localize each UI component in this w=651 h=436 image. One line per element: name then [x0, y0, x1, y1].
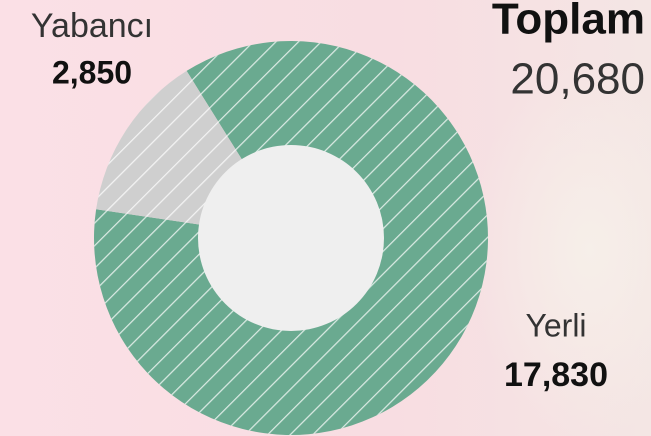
background-blob: [470, 60, 651, 436]
donut-hole: [198, 145, 384, 331]
total-value: 20,680: [510, 55, 645, 104]
category-label: Yerli: [525, 307, 586, 343]
chart-title: Toplam: [492, 0, 645, 44]
value-label: 17,830: [504, 356, 608, 394]
value-label: 2,850: [52, 54, 132, 90]
category-label: Yabancı: [31, 7, 153, 45]
